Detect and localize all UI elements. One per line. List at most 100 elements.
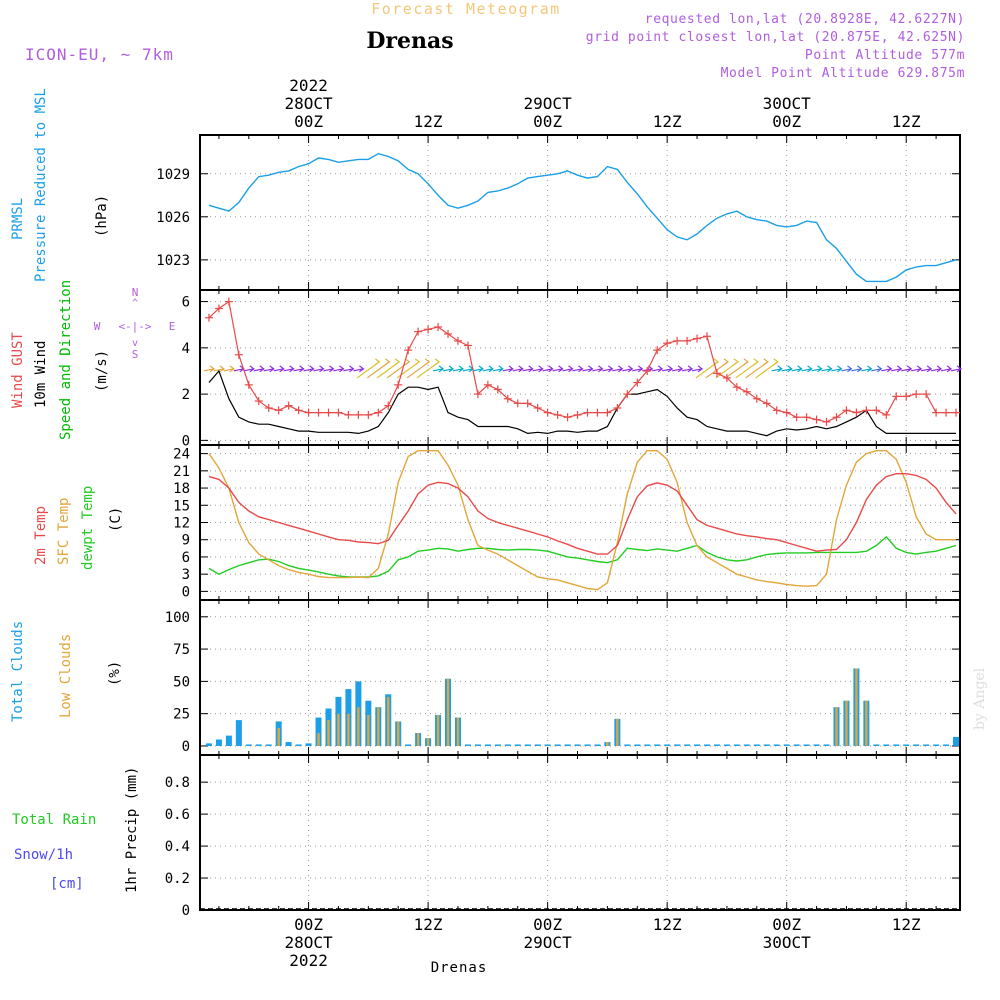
wind-direction-arrow — [791, 365, 803, 373]
wind-gust-point — [792, 413, 801, 422]
sfc-temp-line — [208, 450, 956, 591]
wind-gust-point — [394, 380, 403, 389]
temp-ytick-label: 24 — [173, 447, 190, 463]
total-clouds-bar — [783, 744, 790, 746]
total-clouds-bar — [773, 744, 780, 746]
temp-ytick-label: 3 — [182, 567, 190, 583]
temp-sfc-label: SFC Temp — [56, 498, 72, 565]
bottom-label: 12Z — [892, 915, 921, 934]
low-clouds-bar — [327, 720, 330, 746]
wind-gust-point — [324, 408, 333, 417]
wind-direction-arrow — [542, 365, 554, 373]
wind-direction-arrow — [901, 365, 913, 373]
wind-direction-arrow — [592, 365, 604, 373]
total-clouds-bar — [554, 744, 561, 746]
wind-direction-arrow — [940, 365, 953, 373]
wind-direction-arrow — [386, 358, 411, 379]
wind-gust-point — [513, 399, 522, 408]
bottom-label: 30OCT — [763, 933, 812, 952]
wind-direction-arrow — [871, 365, 883, 373]
wind-direction-arrow — [911, 365, 923, 373]
wind-gust-line — [208, 300, 956, 423]
top-label: 28OCT — [284, 94, 333, 113]
low-clouds-bar — [397, 721, 400, 746]
wind-gust-point — [852, 408, 861, 417]
low-clouds-bar — [277, 727, 280, 746]
wind-direction-arrow — [522, 365, 534, 373]
top-label: 00Z — [533, 112, 562, 131]
wind-gust-point — [284, 401, 293, 410]
precip-ytick-label: 0.2 — [165, 871, 190, 887]
bottom-label: 28OCT — [284, 933, 333, 952]
low-clouds-bar — [347, 713, 350, 746]
wind-gust-point — [653, 346, 662, 355]
wind-gust-point — [304, 408, 313, 417]
total-clouds-bar — [753, 744, 760, 746]
wind-gust-point — [503, 394, 512, 403]
top-label: 12Z — [892, 112, 921, 131]
wind-direction-arrow — [831, 365, 843, 373]
total-clouds-bar — [674, 744, 681, 746]
wind-ytick-label: 0 — [182, 433, 190, 449]
total-clouds-bar — [574, 744, 581, 746]
pressure-ytick-label: 1023 — [156, 253, 190, 269]
wind-gust-point — [453, 336, 462, 345]
pressure-ytick-label: 1026 — [156, 210, 190, 226]
wind-gust-point — [583, 408, 592, 417]
total-clouds-bar — [564, 744, 571, 746]
wind-direction-arrow — [492, 365, 504, 373]
compass-up-arrow: ^ — [132, 298, 138, 309]
wind-gust-point — [702, 332, 711, 341]
total-clouds-bar — [923, 744, 930, 746]
wind-direction-arrow — [313, 365, 325, 373]
wind-ytick-label: 2 — [182, 387, 190, 403]
total-clouds-bar — [255, 744, 262, 746]
wind-gust-point — [573, 410, 582, 419]
total-clouds-bar — [893, 744, 900, 746]
wind-gust-point — [384, 401, 393, 410]
top-label: 29OCT — [524, 94, 573, 113]
wind-gust-point — [892, 392, 901, 401]
wind-direction-arrow — [755, 358, 779, 379]
wind-direction-arrow — [811, 365, 823, 373]
low-clouds-bar — [456, 717, 460, 746]
total-clouds-bar — [235, 720, 242, 746]
header-requested: requested lon,lat (20.8928E, 42.6227N) — [645, 12, 965, 27]
wind-gust-point — [244, 380, 253, 389]
total-clouds-bar — [405, 744, 412, 746]
bottom-location: Drenas — [431, 960, 488, 976]
wind-gust-point — [942, 408, 951, 417]
wind-gust-point — [543, 408, 552, 417]
low-clouds-bar — [845, 700, 848, 746]
total-clouds-bar — [464, 744, 471, 746]
bottom-label: 00Z — [533, 915, 562, 934]
total-clouds-bar — [285, 742, 292, 746]
wind-gust-point — [214, 304, 223, 313]
low-clouds-bar — [436, 714, 440, 746]
wind-direction-arrow — [562, 365, 574, 373]
total-clouds-bar — [225, 735, 232, 746]
low-clouds-bar — [426, 738, 430, 746]
wind-gust-point — [483, 380, 492, 389]
temp-ytick-label: 15 — [173, 498, 190, 514]
temp-ytick-label: 18 — [173, 481, 190, 497]
wind-direction-arrow — [462, 365, 474, 373]
total-clouds-bar — [664, 744, 671, 746]
header-model-altitude: Model Point Altitude 629.875m — [721, 66, 965, 81]
total-clouds-bar — [644, 744, 651, 746]
low-clouds-bar — [357, 707, 360, 746]
wind-direction-arrow — [851, 365, 863, 373]
total-clouds-bar — [694, 744, 701, 746]
wind-direction-arrow — [323, 365, 335, 373]
total-clouds-bar — [763, 744, 770, 746]
top-label: 00Z — [294, 112, 323, 131]
wind-direction-arrow — [735, 358, 759, 379]
total-clouds-bar — [504, 744, 511, 746]
total-clouds-bar — [624, 744, 631, 746]
wind-direction-arrow — [416, 358, 441, 379]
clouds-ytick-label: 0 — [182, 739, 190, 755]
total-clouds-bar — [484, 744, 491, 746]
wind-direction-arrow — [333, 365, 345, 373]
